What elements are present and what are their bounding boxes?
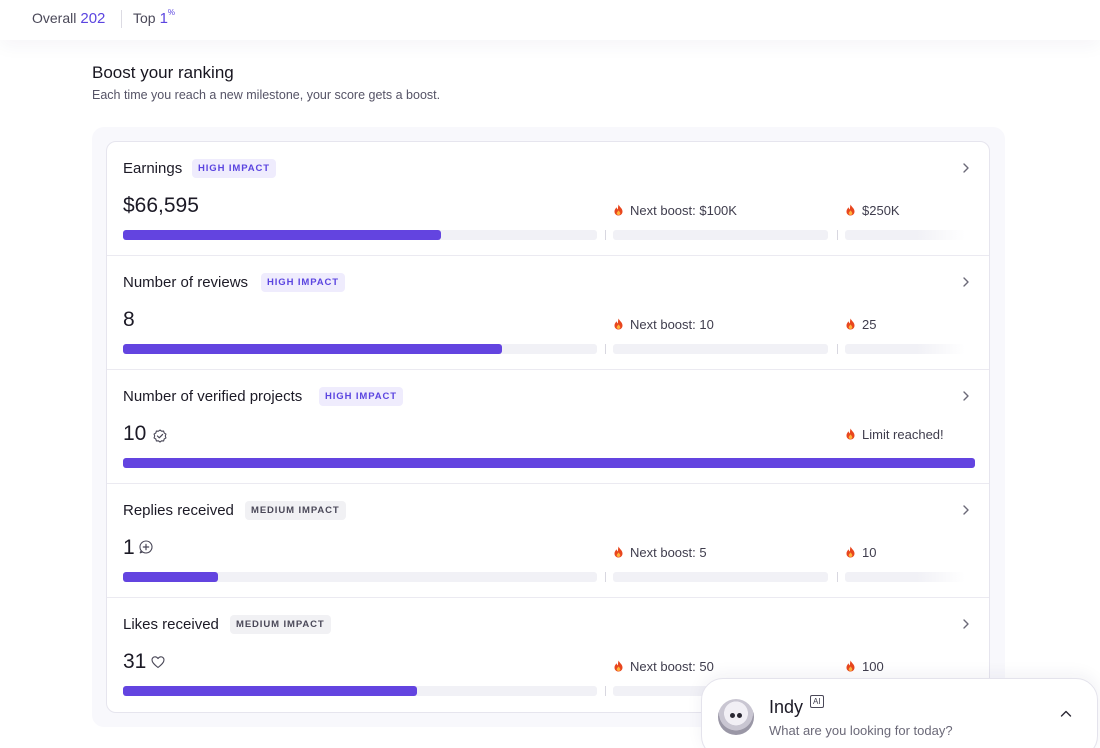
next-boost-label: Next boost: 10 <box>630 317 714 332</box>
top-value: 1 <box>159 10 168 27</box>
far-milestone: 100 <box>845 659 884 674</box>
progress-track <box>123 344 597 354</box>
far-milestone: 10 <box>845 545 876 560</box>
assistant-avatar <box>718 699 754 735</box>
progress-fill <box>123 344 503 354</box>
rank-bar: Overall 202 Top 1% <box>0 0 1100 40</box>
avatar-eye <box>730 713 735 718</box>
far-milestone: $250K <box>845 203 900 218</box>
next-boost: Next boost: 50 <box>613 659 714 674</box>
metric-value: 8 <box>123 308 135 331</box>
top-unit: % <box>167 8 176 17</box>
far-milestone-label: 25 <box>862 317 877 332</box>
progress-fill <box>123 572 218 582</box>
chevron-right-icon[interactable] <box>959 616 973 632</box>
metric-title: Number of reviews <box>123 274 249 291</box>
metric-value: 31 <box>123 650 147 673</box>
milestones-card: Earnings HIGH IMPACT $66,595 Next boost:… <box>106 141 990 713</box>
assistant-widget[interactable]: Indy AI What are you looking for today? <box>701 678 1098 748</box>
far-milestone: 25 <box>845 317 876 332</box>
next-boost: Next boost: 10 <box>613 317 714 332</box>
progress-track <box>123 458 975 468</box>
progress-track-next <box>613 230 828 240</box>
metric-value: 1 <box>123 536 135 559</box>
metric-title: Likes received <box>123 616 219 633</box>
overall-rank: Overall 202 <box>32 10 105 27</box>
assistant-name: Indy <box>769 697 804 717</box>
flame-icon <box>846 318 855 330</box>
assistant-prompt[interactable]: What are you looking for today? <box>769 723 953 738</box>
chevron-up-icon[interactable] <box>1059 707 1073 721</box>
impact-badge: MEDIUM IMPACT <box>230 615 331 634</box>
next-boost: Next boost: 5 <box>613 545 707 560</box>
milestone-divider <box>605 344 606 354</box>
section-subtitle: Each time you reach a new milestone, you… <box>92 88 441 102</box>
metric-row-verified-projects[interactable]: Number of verified projects HIGH IMPACT … <box>107 370 989 484</box>
chevron-right-icon[interactable] <box>959 274 973 290</box>
progress-fill <box>123 458 975 468</box>
milestone-divider <box>837 230 838 240</box>
progress-track-far <box>845 572 965 582</box>
overall-value: 202 <box>80 10 106 27</box>
milestone-divider <box>605 572 606 582</box>
flame-icon <box>614 660 623 672</box>
metric-row-reviews[interactable]: Number of reviews HIGH IMPACT 8 Next boo… <box>107 256 989 370</box>
flame-icon <box>846 428 855 440</box>
milestone-divider <box>837 572 838 582</box>
rank-divider <box>121 10 122 28</box>
section-title: Boost your ranking <box>92 63 234 82</box>
overall-label: Overall <box>32 10 77 26</box>
progress-track-far <box>845 344 965 354</box>
impact-badge: MEDIUM IMPACT <box>245 501 346 520</box>
flame-icon <box>614 546 623 558</box>
progress-track-next <box>613 344 828 354</box>
progress-fill <box>123 686 417 696</box>
flame-icon <box>846 204 855 216</box>
milestone-divider <box>837 344 838 354</box>
chevron-right-icon[interactable] <box>959 388 973 404</box>
ai-badge: AI <box>810 695 824 708</box>
progress-track <box>123 572 597 582</box>
heart-icon <box>151 656 165 669</box>
progress-track <box>123 686 597 696</box>
chevron-right-icon[interactable] <box>959 160 973 176</box>
far-milestone-label: $250K <box>862 203 900 218</box>
next-boost: Next boost: $100K <box>613 203 737 218</box>
progress-fill <box>123 230 441 240</box>
flame-icon <box>846 546 855 558</box>
flame-icon <box>614 204 623 216</box>
metric-title: Replies received <box>123 502 234 519</box>
impact-badge: HIGH IMPACT <box>261 273 345 292</box>
next-boost-label: Next boost: $100K <box>630 203 737 218</box>
limit-reached: Limit reached! <box>845 427 944 442</box>
impact-badge: HIGH IMPACT <box>192 159 276 178</box>
top-percentile: Top 1% <box>133 8 176 27</box>
progress-track-far <box>845 230 965 240</box>
far-milestone-label: 100 <box>862 659 884 674</box>
next-boost-label: Next boost: 50 <box>630 659 714 674</box>
metric-value: 10 <box>123 422 147 445</box>
flame-icon <box>614 318 623 330</box>
metric-row-replies[interactable]: Replies received MEDIUM IMPACT 1 Next bo… <box>107 484 989 598</box>
avatar-eye <box>737 713 742 718</box>
metric-title: Earnings <box>123 160 183 177</box>
milestone-divider <box>605 686 606 696</box>
verified-check-icon <box>153 429 167 443</box>
metric-row-earnings[interactable]: Earnings HIGH IMPACT $66,595 Next boost:… <box>107 142 989 256</box>
flame-icon <box>846 660 855 672</box>
impact-badge: HIGH IMPACT <box>319 387 403 406</box>
limit-reached-label: Limit reached! <box>862 427 944 442</box>
progress-track <box>123 230 597 240</box>
reply-plus-icon <box>139 540 153 554</box>
metric-title: Number of verified projects <box>123 388 303 405</box>
progress-track-next <box>613 572 828 582</box>
far-milestone-label: 10 <box>862 545 877 560</box>
metric-value: $66,595 <box>123 194 199 217</box>
milestone-divider <box>605 230 606 240</box>
chevron-right-icon[interactable] <box>959 502 973 518</box>
top-label: Top <box>133 10 156 26</box>
next-boost-label: Next boost: 5 <box>630 545 707 560</box>
